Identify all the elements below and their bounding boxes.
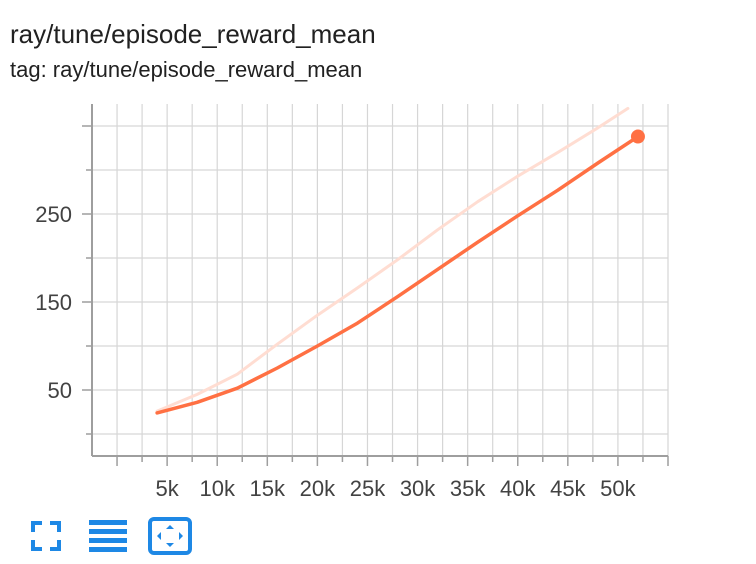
fit-to-data-icon — [148, 517, 192, 555]
chart-toolbar — [24, 514, 210, 558]
x-tick-label: 50k — [600, 476, 636, 501]
smoothed-series-line — [155, 134, 640, 415]
toggle-log-scale-button[interactable] — [86, 514, 130, 558]
y-tick-label: 250 — [35, 202, 72, 227]
series-layer — [155, 106, 640, 415]
x-tick-label: 5k — [156, 476, 180, 501]
x-tick-label: 20k — [300, 476, 336, 501]
line-chart[interactable]: 5k 10k 15k 20k 25k 30k 35k 40k 45k 50k 50 150 250 — [0, 0, 756, 510]
x-tick-label: 10k — [199, 476, 235, 501]
x-tick-label: 45k — [550, 476, 586, 501]
x-tick-label: 35k — [450, 476, 486, 501]
fit-domain-button[interactable] — [148, 514, 192, 558]
list-icon — [89, 520, 127, 552]
card-title: ray/tune/episode_reward_mean — [10, 19, 376, 49]
axes — [82, 104, 669, 466]
x-tick-label: 25k — [350, 476, 386, 501]
grid-lines — [92, 104, 669, 456]
x-tick-label: 40k — [500, 476, 536, 501]
y-tick-label: 50 — [48, 378, 72, 403]
tick-labels: 5k 10k 15k 20k 25k 30k 35k 40k 45k 50k 50 150 250 — [35, 202, 636, 501]
card-tag: tag: ray/tune/episode_reward_mean — [10, 57, 363, 82]
y-tick-label: 150 — [35, 290, 72, 315]
last-point-marker — [630, 129, 645, 144]
x-tick-label: 15k — [250, 476, 286, 501]
fullscreen-icon — [31, 521, 61, 551]
fullscreen-toggle-button[interactable] — [24, 514, 68, 558]
x-tick-label: 30k — [400, 476, 436, 501]
raw-series-line — [155, 106, 630, 413]
